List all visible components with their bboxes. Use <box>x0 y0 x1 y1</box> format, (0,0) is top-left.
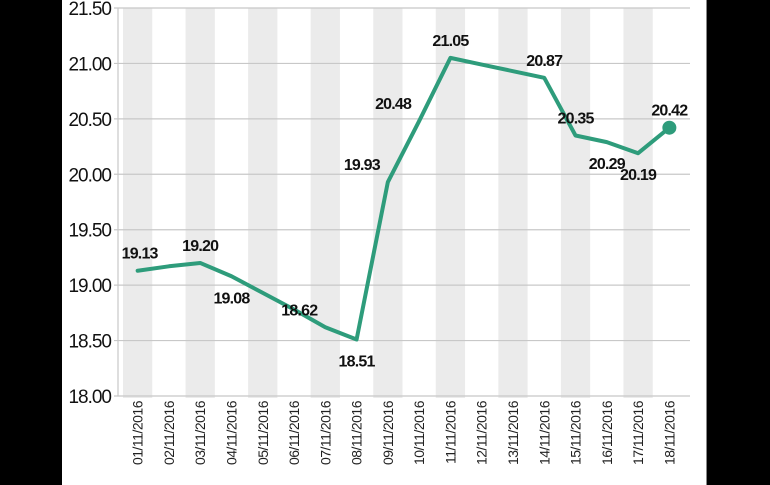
x-tick-label: 14/11/2016 <box>536 400 552 465</box>
y-tick-label: 19.50 <box>68 221 111 242</box>
data-label: 19.13 <box>122 246 159 263</box>
data-label: 20.42 <box>651 103 688 120</box>
y-tick-label: 21.50 <box>68 0 111 20</box>
data-label: 20.87 <box>526 53 563 70</box>
y-tick-label: 19.00 <box>68 276 111 297</box>
data-label: 20.29 <box>589 156 626 173</box>
data-label: 18.51 <box>339 353 376 370</box>
y-tick-label: 21.00 <box>68 54 111 75</box>
data-label: 21.05 <box>432 33 469 50</box>
y-tick-label: 20.00 <box>68 165 111 186</box>
x-tick-label: 08/11/2016 <box>349 400 365 465</box>
x-tick-label: 15/11/2016 <box>568 400 584 465</box>
x-tick-label: 12/11/2016 <box>474 400 490 465</box>
x-tick-label: 03/11/2016 <box>192 400 208 465</box>
y-tick-label: 20.50 <box>68 110 111 131</box>
series-line <box>135 55 672 342</box>
column-stripe <box>498 8 528 398</box>
data-label: 19.08 <box>213 290 250 307</box>
column-stripe <box>435 8 466 398</box>
x-tick-label: 06/11/2016 <box>286 400 302 465</box>
x-tick-label: 11/11/2016 <box>442 400 458 464</box>
x-tick-label: 10/11/2016 <box>411 400 427 465</box>
column-stripe <box>310 8 340 398</box>
column-stripe <box>373 8 403 398</box>
column-stripe <box>123 8 153 398</box>
data-label: 19.20 <box>182 238 219 255</box>
x-tick-label: 09/11/2016 <box>380 400 396 465</box>
x-tick-label: 17/11/2016 <box>630 400 646 465</box>
data-label: 19.93 <box>344 157 381 174</box>
x-tick-label: 02/11/2016 <box>161 400 177 465</box>
x-tick-label: 07/11/2016 <box>317 400 333 465</box>
x-tick-label: 18/11/2016 <box>661 400 677 465</box>
data-label: 20.48 <box>375 96 412 113</box>
data-label: 18.62 <box>281 302 318 319</box>
column-stripe <box>560 8 591 398</box>
x-tick-label: 13/11/2016 <box>505 400 521 465</box>
y-tick-label: 18.50 <box>68 332 111 353</box>
data-label: 20.19 <box>620 167 657 184</box>
column-stripe <box>248 8 278 398</box>
x-tick-label: 05/11/2016 <box>255 400 271 465</box>
y-tick-label: 18.00 <box>68 387 111 408</box>
column-stripe <box>623 8 653 398</box>
column-stripe <box>185 8 215 398</box>
end-point-marker <box>662 120 677 135</box>
x-tick-label: 04/11/2016 <box>223 400 239 465</box>
data-label: 20.35 <box>558 110 595 127</box>
x-tick-label: 16/11/2016 <box>599 400 615 465</box>
x-tick-label: 01/11/2016 <box>130 400 146 465</box>
